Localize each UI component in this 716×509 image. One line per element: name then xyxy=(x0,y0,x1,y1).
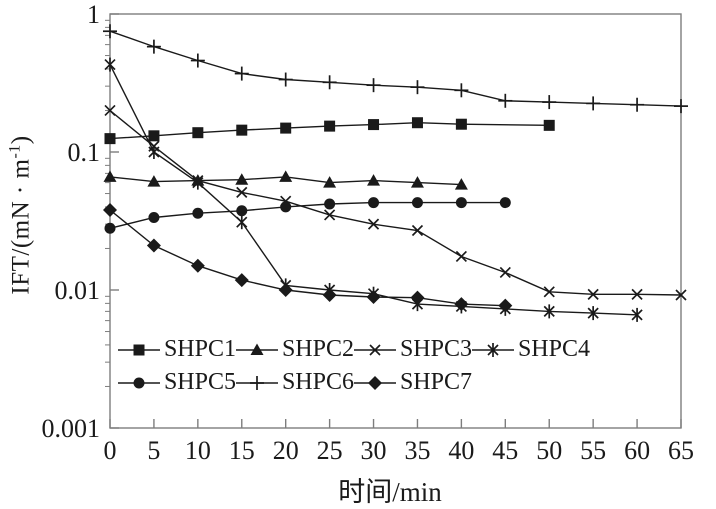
series-shpc4 xyxy=(104,57,643,322)
x-axis-label: 时间/min xyxy=(338,477,442,507)
y-axis-tick-labels: 1 0.1 0.01 0.001 xyxy=(42,0,101,443)
series-line-shpc1 xyxy=(109,121,550,140)
legend-item-shpc1: SHPC1 xyxy=(118,336,236,363)
y-axis-label-close: ) xyxy=(7,135,35,145)
legend-row: SHPC1 SHPC2 SHPC3 SHPC4 xyxy=(118,336,678,363)
x-tick-label: 35 xyxy=(404,436,430,465)
y-tick-label: 0.01 xyxy=(55,276,101,305)
plot-frame xyxy=(109,13,682,429)
x-marker-icon xyxy=(354,343,396,356)
series-shpc7 xyxy=(103,202,513,313)
circle-marker-icon xyxy=(118,377,160,388)
x-axis-tick-labels: 0 5 10 15 20 25 30 35 40 45 50 55 60 65 xyxy=(104,436,695,465)
legend-label: SHPC5 xyxy=(163,369,236,395)
y-axis-minor-ticks xyxy=(105,19,110,387)
x-tick-label: 20 xyxy=(273,436,299,465)
series-line-shpc6 xyxy=(109,30,682,107)
triangle-marker-icon xyxy=(236,343,278,355)
series-markers-shpc7 xyxy=(103,202,513,313)
y-axis-label-text: IFT/(mN · m xyxy=(7,158,35,295)
series-markers-shpc5 xyxy=(104,197,511,234)
series-line-shpc5 xyxy=(109,201,506,229)
series-shpc1 xyxy=(104,117,555,145)
y-axis-label: IFT/(mN · m-1) xyxy=(6,135,35,294)
series-markers-shpc3 xyxy=(104,104,687,301)
asterisk-marker-icon xyxy=(472,342,514,357)
axis-major-ticks xyxy=(109,13,682,429)
x-tick-label: 25 xyxy=(317,436,343,465)
series-markers-shpc4 xyxy=(104,57,643,322)
legend-item-shpc7: SHPC7 xyxy=(354,369,472,396)
legend-item-shpc4: SHPC4 xyxy=(472,336,590,363)
y-tick-label: 0.1 xyxy=(68,138,101,167)
series-shpc2 xyxy=(103,170,468,190)
plus-marker-icon xyxy=(236,375,278,390)
legend-row: SHPC5 SHPC6 SHPC7 xyxy=(118,369,678,396)
x-tick-label: 45 xyxy=(492,436,518,465)
diamond-marker-icon xyxy=(354,375,396,390)
legend-label: SHPC6 xyxy=(281,369,354,395)
y-axis-label-superscript: -1 xyxy=(6,144,24,159)
x-tick-label: 60 xyxy=(624,436,650,465)
x-tick-label: 55 xyxy=(580,436,606,465)
x-tick-label: 65 xyxy=(668,436,694,465)
legend-item-shpc6: SHPC6 xyxy=(236,369,354,396)
x-tick-label: 40 xyxy=(448,436,474,465)
series-shpc6 xyxy=(103,24,688,114)
legend-item-shpc2: SHPC2 xyxy=(236,336,354,363)
x-tick-label: 10 xyxy=(185,436,211,465)
chart-legend: SHPC1 SHPC2 SHPC3 SHPC4 SHPC5 SHPC6 SHPC7 xyxy=(118,336,678,402)
y-tick-label: 1 xyxy=(87,0,100,29)
series-markers-shpc2 xyxy=(103,170,468,190)
legend-label: SHPC1 xyxy=(163,336,236,362)
series-line-shpc7 xyxy=(109,209,506,307)
square-marker-icon xyxy=(118,344,160,355)
y-tick-label: 0.001 xyxy=(42,414,101,443)
x-tick-label: 15 xyxy=(229,436,255,465)
series-shpc3 xyxy=(104,104,687,301)
legend-label: SHPC2 xyxy=(281,336,354,362)
legend-item-shpc5: SHPC5 xyxy=(118,369,236,396)
x-tick-label: 30 xyxy=(361,436,387,465)
legend-label: SHPC7 xyxy=(399,369,472,395)
x-tick-label: 50 xyxy=(536,436,562,465)
series-shpc5 xyxy=(104,197,511,234)
legend-item-shpc3: SHPC3 xyxy=(354,336,472,363)
x-tick-label: 5 xyxy=(147,436,160,465)
series-markers-shpc1 xyxy=(104,117,555,145)
series-markers-shpc6 xyxy=(103,24,688,114)
legend-label: SHPC4 xyxy=(517,336,590,362)
series-line-shpc3 xyxy=(109,109,682,296)
legend-label: SHPC3 xyxy=(399,336,472,362)
x-tick-label: 0 xyxy=(104,436,117,465)
